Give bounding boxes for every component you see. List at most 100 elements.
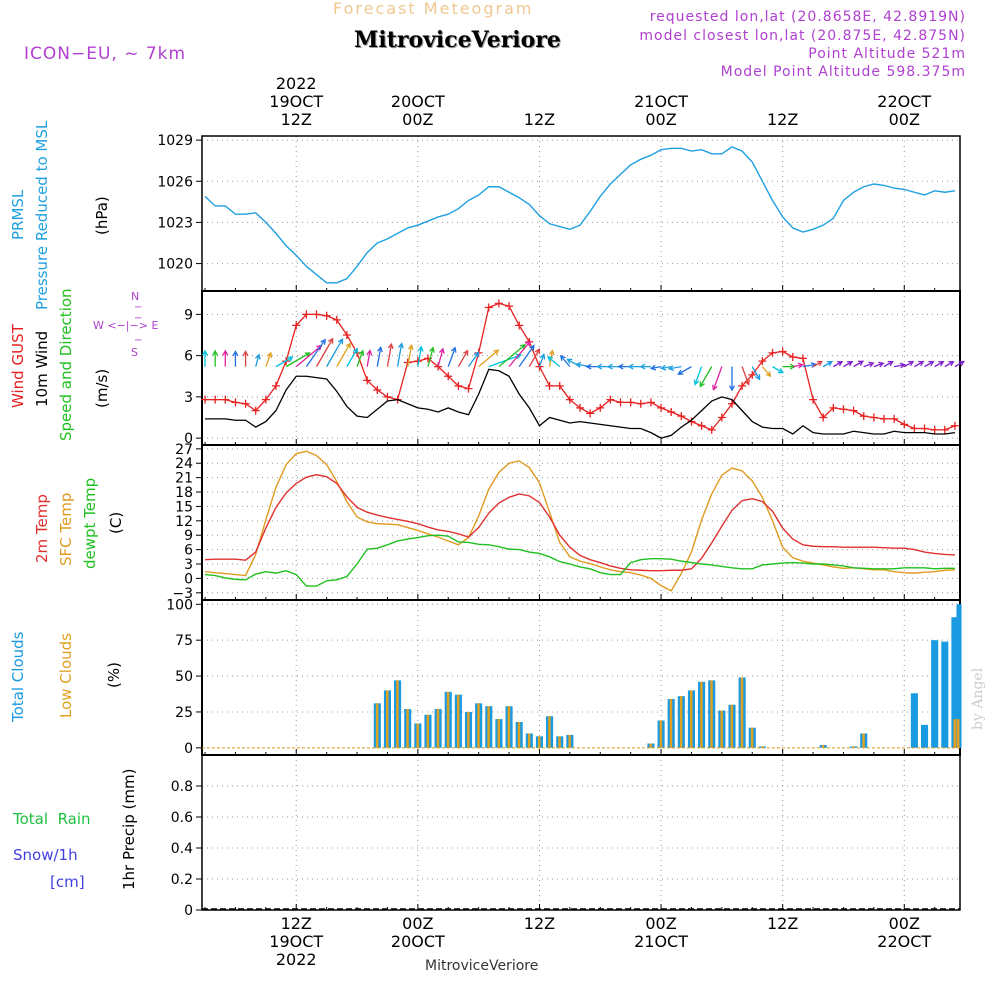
- wind-arrow-head: [677, 369, 684, 375]
- gust-marker: [322, 311, 331, 320]
- wind-arrow: [699, 366, 713, 388]
- wind-arrow-head: [948, 360, 955, 367]
- time-axis-label: 21OCT: [634, 92, 688, 111]
- gust-marker: [261, 395, 270, 404]
- wind10-line: [205, 368, 956, 439]
- y-tick-label: 50: [175, 669, 193, 685]
- low-cloud-bar: [446, 691, 450, 748]
- time-axis-label: 12Z: [766, 110, 799, 129]
- wind-arrow: [853, 360, 865, 368]
- wind-arrow-head: [574, 361, 582, 368]
- wind-arrow-shaft: [954, 360, 965, 368]
- gust-marker: [231, 398, 240, 407]
- gust-marker: [555, 381, 564, 390]
- wind-arrow-head: [345, 342, 351, 349]
- wind-arrow-shaft: [457, 350, 469, 367]
- wind-arrow: [559, 354, 571, 368]
- gust-marker: [373, 386, 382, 394]
- panel-frame: [201, 135, 961, 292]
- wind-arrow-shaft: [761, 366, 771, 377]
- gust-marker: [890, 414, 899, 423]
- wind-arrow: [822, 360, 834, 368]
- low-cloud-bar: [953, 719, 956, 748]
- y-tick-label: 1023: [157, 215, 193, 231]
- y-tick-label: 15: [175, 499, 193, 515]
- y-tick-label: 0: [184, 903, 193, 919]
- wind-arrow: [346, 347, 358, 367]
- wind-arrow-head: [377, 346, 383, 353]
- wind-arrow-shaft: [336, 343, 351, 367]
- wind-arrow-shaft: [853, 360, 864, 368]
- y-tick-label: 6: [184, 543, 193, 559]
- wind-arrow: [712, 366, 723, 391]
- wind-arrow-head: [660, 364, 667, 371]
- low-cloud-bar: [862, 733, 865, 748]
- gust-marker: [758, 357, 767, 366]
- wind-arrow-shaft: [934, 361, 944, 368]
- y-tick-label: 12: [175, 514, 193, 530]
- wind-arrow: [667, 365, 682, 371]
- y-tick-label: −3: [172, 586, 193, 602]
- gust-marker: [646, 398, 655, 407]
- wind-arrow-shaft: [822, 361, 833, 368]
- prmsl-line: [204, 146, 956, 284]
- wind-arrow-shaft: [547, 356, 561, 368]
- low-cloud-bar: [669, 699, 673, 748]
- gust-marker: [738, 381, 747, 390]
- wind-arrow-shaft: [883, 361, 893, 368]
- y-tick-label: 0.4: [171, 841, 193, 857]
- wind-arrow: [772, 366, 784, 374]
- time-axis-label: 00Z: [645, 110, 677, 129]
- wind-arrow: [437, 347, 445, 367]
- wind-arrow: [336, 342, 351, 367]
- wind-arrow: [751, 366, 761, 381]
- wind-arrow-shaft: [386, 344, 393, 367]
- wind-arrow-head: [693, 379, 700, 386]
- total-cloud-bar: [951, 617, 959, 748]
- wind-arrow-head: [596, 363, 603, 370]
- y-tick-label: 0.2: [171, 872, 193, 888]
- wind-arrow: [761, 366, 772, 378]
- y-tick-label: 0.8: [171, 779, 193, 795]
- wind-arrow-head: [559, 354, 566, 361]
- gust-marker: [748, 370, 757, 379]
- wind-arrow-head: [878, 361, 885, 368]
- y-tick-label: 1020: [157, 257, 193, 273]
- model-label: ICON−EU, ~ 7km: [24, 44, 187, 64]
- y-tick-label: 3: [184, 390, 193, 406]
- total-cloud-bar: [920, 724, 929, 748]
- gust-marker: [697, 421, 706, 430]
- wind-arrow-head: [352, 347, 358, 354]
- gust-marker: [819, 413, 828, 422]
- wind-arrow: [649, 364, 662, 371]
- wind-arrow-head: [857, 360, 865, 366]
- wind-arrow-head: [493, 349, 500, 356]
- low-cloud-bar: [720, 710, 723, 748]
- wind-arrow-head: [212, 349, 219, 356]
- chart-subtitle: Forecast Meteogram: [333, 0, 534, 18]
- panel-frame: [201, 754, 961, 911]
- gust-marker: [312, 310, 321, 319]
- compass-ticks: − − −: [134, 302, 143, 346]
- wind-arrow: [498, 343, 527, 368]
- wind-arrow: [677, 366, 692, 375]
- wind-arrow-head: [529, 344, 535, 351]
- low-cloud-bar: [659, 720, 663, 748]
- low-cloud-bar: [700, 681, 703, 748]
- gust-marker: [444, 372, 453, 381]
- gust-marker: [788, 353, 797, 361]
- wind-arrow-head: [908, 360, 915, 367]
- wind-arrow-head: [525, 340, 531, 347]
- low-cloud-bar: [456, 694, 460, 748]
- low-cloud-bar: [538, 736, 541, 748]
- gust-marker: [930, 425, 939, 434]
- wind-arrow-shaft: [346, 348, 358, 367]
- wind-arrow: [812, 360, 824, 368]
- wind-arrow-head: [754, 374, 761, 381]
- gust-marker: [596, 403, 605, 412]
- time-axis-label: 00Z: [402, 110, 434, 129]
- wind-arrow-shaft: [843, 361, 853, 368]
- wind-arrow-shaft: [417, 346, 422, 367]
- wind-arrow-head: [534, 348, 541, 355]
- wind-arrow-shaft: [498, 344, 526, 368]
